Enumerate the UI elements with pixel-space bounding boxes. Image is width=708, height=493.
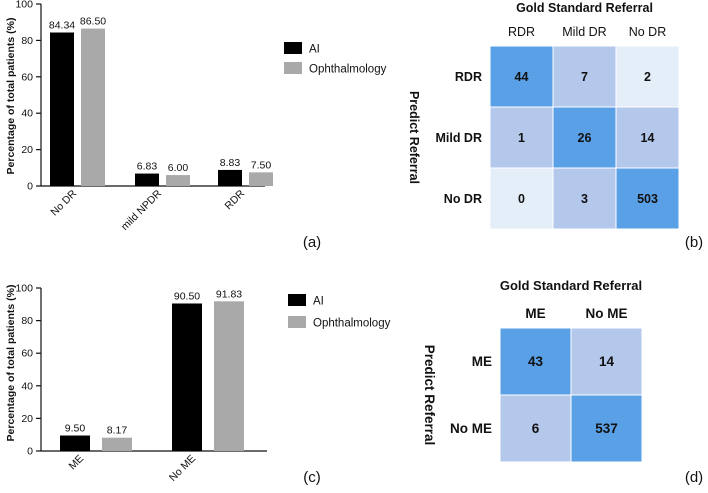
bar-ophthalmology-mild-npdr	[166, 175, 190, 186]
matrix-cell	[499, 394, 572, 463]
x-category-label: ME	[66, 453, 86, 473]
y-tick-label: 0	[27, 446, 33, 458]
bar-ophthalmology-no-me	[214, 301, 244, 451]
matrix-side-label: Predict Referral	[407, 91, 421, 184]
column-header: Mild DR	[562, 25, 606, 39]
matrix-cell-value: 43	[528, 354, 544, 369]
row-header: No DR	[444, 192, 482, 206]
matrix-cell-value: 537	[595, 421, 618, 436]
bar-value-label: 8.83	[220, 157, 241, 169]
matrix-cell	[489, 45, 554, 108]
x-category-label: mild NPDR	[119, 187, 164, 232]
bar-ai-mild-npdr	[135, 173, 159, 186]
bar-ophthalmology-no-dr	[81, 28, 105, 186]
matrix-cell-value: 0	[518, 192, 525, 206]
panel-tag: (d)	[685, 469, 703, 486]
y-axis-label: Percentage of total patients (%)	[5, 285, 17, 442]
y-tick-label: 40	[21, 108, 33, 120]
x-category-label: RDR	[223, 187, 248, 212]
legend-swatch-ophthalmology	[288, 316, 306, 328]
matrix-cell-value: 6	[532, 421, 540, 436]
y-tick-label: 80	[21, 35, 33, 47]
legend-label-ophthalmology: Ophthalmology	[313, 318, 391, 330]
matrix-cell	[489, 167, 554, 230]
bar-ophthalmology-me	[102, 437, 132, 451]
bar-ai-no-dr	[50, 32, 74, 186]
y-tick-label: 60	[21, 348, 33, 360]
y-tick-label: 20	[21, 144, 33, 156]
y-tick-label: 60	[21, 71, 33, 83]
bar-value-label: 6.00	[168, 162, 189, 174]
y-tick-label: 0	[27, 181, 33, 193]
matrix-cell-value: 3	[581, 192, 588, 206]
column-header: ME	[525, 306, 545, 321]
matrix-cell-value: 7	[581, 70, 588, 84]
column-header: RDR	[508, 25, 535, 39]
matrix-cell-value: 14	[641, 131, 655, 145]
bar-value-label: 86.50	[80, 16, 106, 28]
matrix-cell	[570, 327, 643, 396]
y-tick-label: 40	[21, 380, 33, 392]
y-axis-label: Percentage of total patients (%)	[5, 18, 17, 175]
panel-tag: (b)	[685, 234, 703, 251]
legend-label-ai: AI	[313, 296, 324, 308]
legend-swatch-ai	[284, 42, 302, 54]
bar-ai-me	[60, 435, 90, 451]
column-header: No ME	[586, 306, 628, 321]
panel-a-bar-chart: 0 20 40 60 80 100 Percentage of total patients…	[5, 0, 387, 251]
bar-value-label: 7.50	[251, 159, 272, 171]
matrix-cell-value: 26	[578, 131, 592, 145]
bar-ophthalmology-rdr	[249, 172, 273, 186]
y-tick-label: 100	[15, 283, 33, 295]
y-tick-label: 80	[21, 315, 33, 327]
legend-swatch-ai	[288, 294, 306, 306]
bar-ai-rdr	[218, 169, 242, 186]
x-category-label: No DR	[48, 187, 79, 218]
bar-value-label: 84.34	[49, 20, 75, 32]
matrix-title: Gold Standard Referral	[500, 278, 642, 293]
panel-tag: (c)	[303, 469, 321, 486]
bar-value-label: 90.50	[174, 290, 200, 302]
matrix-cell-value: 1	[518, 131, 525, 145]
matrix-side-label: Predict Referral	[422, 345, 437, 446]
row-header: ME	[472, 354, 492, 369]
matrix-cell	[552, 167, 617, 230]
x-category-label: No ME	[167, 453, 198, 484]
y-tick-label: 20	[21, 413, 33, 425]
matrix-cell	[499, 327, 572, 396]
row-header: No ME	[450, 421, 492, 436]
bar-value-label: 9.50	[65, 423, 86, 435]
matrix-cell	[615, 167, 680, 230]
matrix-title: Gold Standard Referral	[516, 1, 653, 15]
matrix-cell	[615, 45, 680, 108]
matrix-cell-value: 14	[599, 354, 615, 369]
matrix-cell	[615, 106, 680, 169]
panel-tag: (a)	[303, 234, 321, 251]
legend-label-ai: AI	[309, 44, 320, 56]
y-tick-label: 100	[15, 0, 33, 11]
legend-label-ophthalmology: Ophthalmology	[309, 64, 387, 76]
matrix-cell-value: 503	[637, 192, 658, 206]
matrix-cell-value: 44	[515, 70, 529, 84]
bar-value-label: 6.83	[137, 161, 158, 173]
row-header: Mild DR	[435, 131, 482, 145]
matrix-cell-value: 2	[644, 70, 651, 84]
matrix-cell	[570, 394, 643, 463]
panel-d-confusion-matrix: Gold Standard Referral ME No ME ME No ME Pred…	[422, 278, 703, 486]
legend-swatch-ophthalmology	[284, 62, 302, 74]
row-header: RDR	[455, 70, 482, 84]
bar-value-label: 91.83	[216, 288, 242, 300]
bar-ai-no-me	[172, 303, 202, 451]
bar-value-label: 8.17	[107, 425, 128, 437]
column-header: No DR	[629, 25, 667, 39]
panel-b-confusion-matrix: Gold Standard Referral RDR Mild DR No DR RDR…	[407, 1, 703, 251]
